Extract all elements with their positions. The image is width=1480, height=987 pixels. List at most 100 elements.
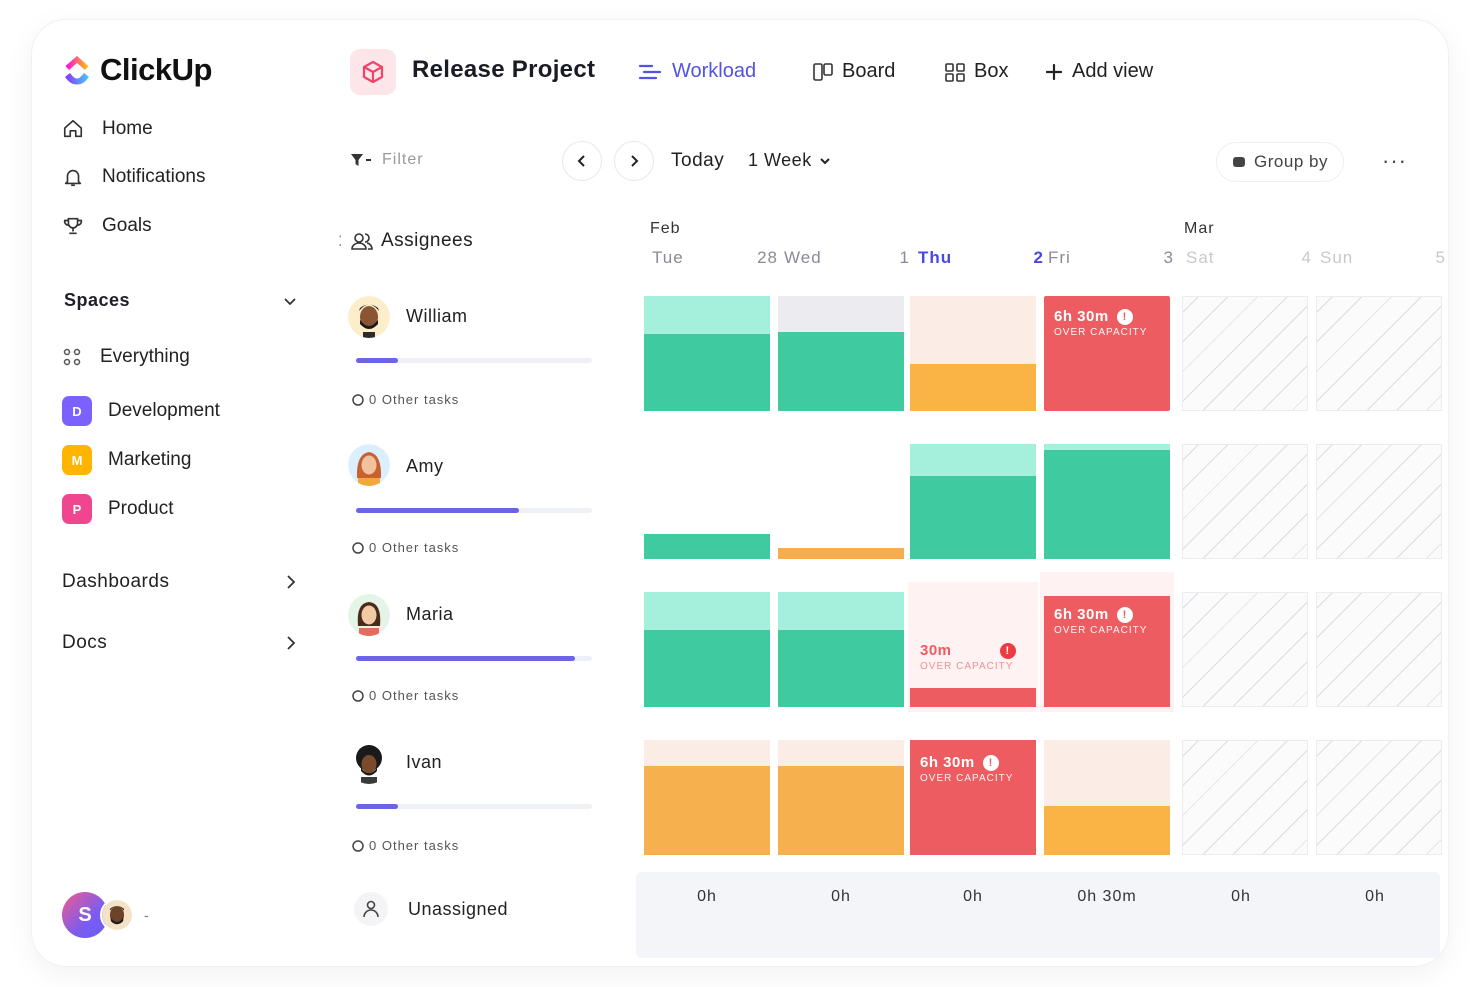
total-sun: 0h: [1365, 888, 1385, 905]
task-icon: [352, 689, 364, 702]
workload-cell-ivan-wed[interactable]: [778, 740, 904, 855]
assignee-name: William: [406, 306, 468, 326]
group-by-label: Group by: [1254, 152, 1328, 171]
capacity-over: [1044, 596, 1170, 707]
today-button[interactable]: Today: [671, 150, 725, 171]
total-wed: 0h: [831, 888, 851, 905]
other-tasks[interactable]: 0 Other tasks: [352, 392, 459, 407]
other-tasks[interactable]: 0 Other tasks: [352, 838, 459, 853]
clickup-logo-icon: [65, 56, 89, 85]
range-dropdown[interactable]: 1 Week: [748, 150, 832, 171]
workload-cell-maria-tue[interactable]: [644, 592, 770, 707]
workload-cell-amy-wed[interactable]: [778, 444, 904, 559]
capacity-remaining: [1044, 740, 1170, 806]
task-icon: [352, 541, 364, 554]
space-product[interactable]: P Product: [62, 494, 173, 524]
more-options-button[interactable]: ···: [1382, 148, 1407, 173]
capacity-used: [778, 630, 904, 707]
other-tasks[interactable]: 0 Other tasks: [352, 540, 459, 555]
nav-notifications-label: Notifications: [102, 166, 206, 187]
avatar: [348, 594, 390, 636]
workload-cell-maria-wed[interactable]: [778, 592, 904, 707]
nav-goals-label: Goals: [102, 215, 152, 236]
group-by-button[interactable]: Group by: [1216, 142, 1344, 182]
prev-week-button[interactable]: [562, 141, 602, 181]
workload-cell-william-thu[interactable]: [910, 296, 1036, 411]
workload-cell-william-tue[interactable]: [644, 296, 770, 411]
day-name: Thu: [918, 248, 953, 267]
nav-notifications[interactable]: Notifications: [62, 166, 206, 188]
capacity-used: [1044, 806, 1170, 855]
other-tasks-label: 0 Other tasks: [369, 540, 460, 555]
warning-icon: !: [1116, 308, 1133, 325]
workload-cell-maria-thu[interactable]: 30m! OVER CAPACITY: [910, 592, 1036, 707]
assignees-header[interactable]: ⁚ Assignees: [338, 230, 473, 252]
task-icon: [352, 393, 364, 406]
weekend-cell: [1316, 296, 1442, 411]
workload-bar: [356, 656, 592, 661]
user-outline-icon: [354, 892, 388, 926]
other-tasks[interactable]: 0 Other tasks: [352, 688, 459, 703]
capacity-over: [1044, 296, 1170, 411]
day-number: 5: [1435, 248, 1446, 267]
total-sat: 0h: [1231, 888, 1251, 905]
total-fri: 0h 30m: [1077, 888, 1137, 905]
day-name: Sat: [1186, 248, 1215, 267]
unassigned-row[interactable]: Unassigned: [354, 892, 508, 926]
user-switcher[interactable]: S -: [62, 892, 149, 938]
caret-icon[interactable]: -: [144, 907, 149, 923]
space-badge: M: [62, 445, 92, 475]
next-week-button[interactable]: [614, 141, 654, 181]
workload-cell-maria-fri[interactable]: 6h 30m! OVER CAPACITY: [1044, 596, 1170, 711]
space-badge: P: [62, 494, 92, 524]
workload-cell-amy-tue[interactable]: [644, 444, 770, 559]
clickup-logo[interactable]: ClickUp: [62, 52, 212, 88]
dashboards-label: Dashboards: [62, 571, 170, 592]
workload-cell-william-wed[interactable]: [778, 296, 904, 411]
workload-cell-ivan-fri[interactable]: [1044, 740, 1170, 855]
space-marketing[interactable]: M Marketing: [62, 445, 191, 475]
month-label: Mar: [1184, 220, 1215, 237]
filter-label: Filter: [382, 151, 424, 168]
nav-home[interactable]: Home: [62, 118, 153, 140]
warning-icon: !: [1116, 606, 1133, 623]
capacity-used: [1044, 450, 1170, 559]
day-name: Fri: [1048, 248, 1071, 267]
tab-board[interactable]: Board: [812, 60, 895, 83]
dashboards-link[interactable]: Dashboards: [62, 571, 298, 593]
over-capacity-time: 30m: [920, 642, 952, 659]
space-development[interactable]: D Development: [62, 396, 220, 426]
chevron-down-icon[interactable]: [282, 293, 298, 309]
capacity-remaining: [644, 740, 770, 766]
nav-goals[interactable]: Goals: [62, 215, 152, 237]
space-everything[interactable]: Everything: [62, 346, 190, 368]
workload-cell-ivan-thu[interactable]: 6h 30m! OVER CAPACITY: [910, 740, 1036, 855]
over-capacity-text: OVER CAPACITY: [1054, 625, 1148, 636]
workload-cell-william-fri[interactable]: 6h 30m! OVER CAPACITY: [1044, 296, 1170, 411]
capacity-used: [910, 364, 1036, 411]
filter-button[interactable]: Filter: [350, 151, 424, 169]
day-header-tue: Tue 28: [652, 248, 778, 268]
workload-cell-ivan-tue[interactable]: [644, 740, 770, 855]
assignee-name: Maria: [406, 604, 454, 624]
workload-cell-amy-fri[interactable]: [1044, 444, 1170, 559]
assignee-name: Ivan: [406, 752, 443, 772]
workload-cell-amy-thu[interactable]: [910, 444, 1036, 559]
spaces-header[interactable]: Spaces: [64, 290, 298, 311]
weekend-cell: [1316, 444, 1442, 559]
workload-bar-fill: [356, 358, 399, 363]
day-name: Wed: [784, 248, 822, 267]
sidebar: ClickUp Home Notifications Goals Spaces …: [32, 20, 322, 966]
layers-icon: [1233, 157, 1246, 167]
range-label: 1 Week: [748, 150, 812, 170]
day-header-sat: Sat 4: [1186, 248, 1312, 268]
workload-bar-fill: [356, 656, 576, 661]
over-capacity-text: OVER CAPACITY: [920, 773, 1014, 784]
add-view-button[interactable]: Add view: [1044, 60, 1153, 83]
tab-box-label: Box: [974, 60, 1009, 82]
drag-handle-icon[interactable]: ⁚: [338, 232, 343, 249]
docs-link[interactable]: Docs: [62, 632, 298, 654]
tab-box[interactable]: Box: [944, 60, 1008, 83]
tab-workload[interactable]: Workload: [638, 60, 756, 83]
day-name: Sun: [1320, 248, 1354, 267]
